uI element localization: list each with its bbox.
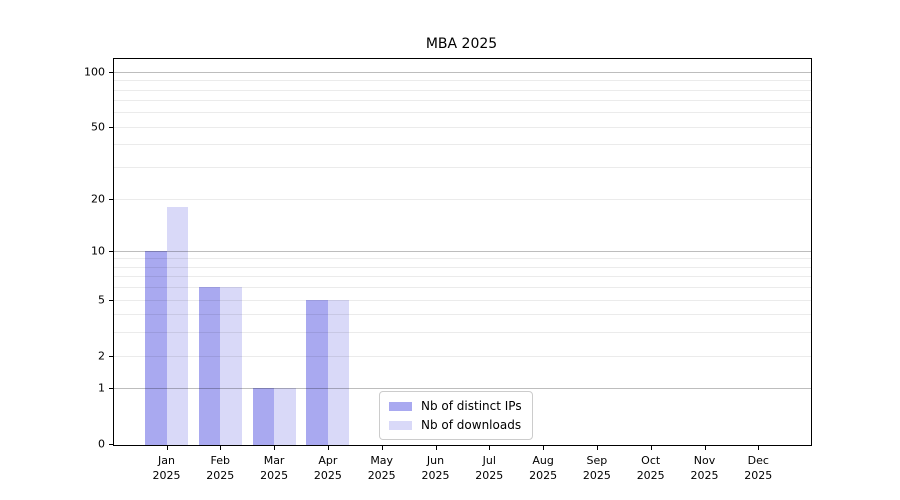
x-tick-label-jan: Jan 2025 — [152, 454, 181, 482]
gridline-y-20 — [114, 198, 811, 200]
gridline-y-60 — [114, 112, 811, 114]
bar-apr-distinct-ips — [306, 299, 328, 445]
gridline-y-40 — [114, 144, 811, 146]
y-tick-10 — [109, 250, 113, 252]
y-tick-label-50: 50 — [91, 120, 105, 134]
x-tick-oct — [650, 446, 652, 450]
x-tick-label-jul: Jul 2025 — [475, 454, 504, 482]
bar-feb-distinct-ips — [198, 287, 221, 445]
gridline-y-8 — [114, 266, 811, 268]
x-tick-label-nov: Nov 2025 — [690, 454, 719, 482]
gridline-y-70 — [114, 100, 811, 102]
gridline-y-30 — [114, 167, 811, 169]
x-tick-dec — [758, 446, 760, 450]
y-tick-label-20: 20 — [91, 192, 105, 205]
y-tick-20 — [109, 198, 113, 200]
x-tick-label-aug: Aug 2025 — [529, 454, 558, 482]
x-tick-label-sep: Sep 2025 — [582, 454, 611, 482]
bar-jan-distinct-ips — [145, 250, 167, 445]
x-tick-feb — [220, 446, 222, 450]
legend-swatch-distinct-ips — [389, 401, 412, 411]
chart-title: MBA 2025 — [425, 36, 498, 52]
x-tick-label-may: May 2025 — [367, 454, 396, 482]
legend: Nb of distinct IPs Nb of downloads — [379, 391, 533, 440]
gridline-y-100 — [114, 71, 811, 73]
x-tick-jun — [435, 446, 437, 450]
gridline-y-90 — [114, 80, 811, 82]
y-tick-100 — [109, 71, 113, 73]
x-tick-jul — [489, 446, 491, 450]
y-tick-label-5: 5 — [98, 293, 105, 307]
gridline-y-50 — [114, 126, 811, 128]
bar-feb-downloads — [220, 287, 242, 445]
y-tick-label-100: 100 — [84, 65, 105, 79]
plot-area: 0 1 2 5 10 20 50 100 Jan 2025 Feb 2025 Mar 2025 Apr 202… — [84, 58, 812, 482]
bar-jan-downloads — [166, 206, 188, 445]
x-tick-mar — [274, 446, 276, 450]
y-tick-1 — [109, 388, 113, 390]
x-tick-label-jun: Jun 2025 — [421, 454, 450, 482]
bar-apr-downloads — [327, 299, 350, 445]
legend-row-downloads: Nb of downloads — [389, 418, 522, 432]
gridline-y-9 — [114, 258, 811, 260]
y-tick-label-2: 2 — [98, 349, 105, 363]
x-tick-label-dec: Dec 2025 — [744, 454, 773, 482]
x-tick-label-apr: Apr 2025 — [313, 454, 342, 482]
gridline-y-10 — [114, 250, 811, 252]
x-tick-sep — [596, 446, 598, 450]
x-tick-apr — [327, 446, 329, 450]
gridline-y-80 — [114, 89, 811, 91]
y-tick-label-0: 0 — [98, 437, 105, 451]
legend-swatch-downloads — [389, 420, 412, 430]
bar-mar-downloads — [274, 388, 296, 445]
legend-row-distinct-ips: Nb of distinct IPs — [389, 399, 522, 413]
y-tick-2 — [109, 355, 113, 357]
x-tick-jan — [166, 446, 168, 450]
y-tick-label-10: 10 — [91, 244, 105, 258]
bar-mar-distinct-ips — [252, 388, 275, 445]
x-tick-label-feb: Feb 2025 — [206, 454, 235, 482]
x-tick-label-oct: Oct 2025 — [636, 454, 665, 482]
x-tick-nov — [704, 446, 706, 450]
gridline-y-7 — [114, 276, 811, 278]
legend-label-distinct-ips: Nb of distinct IPs — [421, 399, 522, 413]
x-tick-aug — [543, 446, 545, 450]
x-tick-may — [381, 446, 383, 450]
y-tick-0 — [109, 444, 113, 446]
x-tick-label-mar: Mar 2025 — [260, 454, 289, 482]
legend-label-downloads: Nb of downloads — [421, 418, 522, 432]
y-tick-5 — [109, 299, 113, 301]
y-tick-50 — [109, 126, 113, 128]
y-tick-label-1: 1 — [98, 381, 105, 395]
